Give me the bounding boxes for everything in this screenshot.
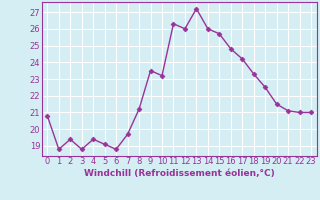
- X-axis label: Windchill (Refroidissement éolien,°C): Windchill (Refroidissement éolien,°C): [84, 169, 275, 178]
